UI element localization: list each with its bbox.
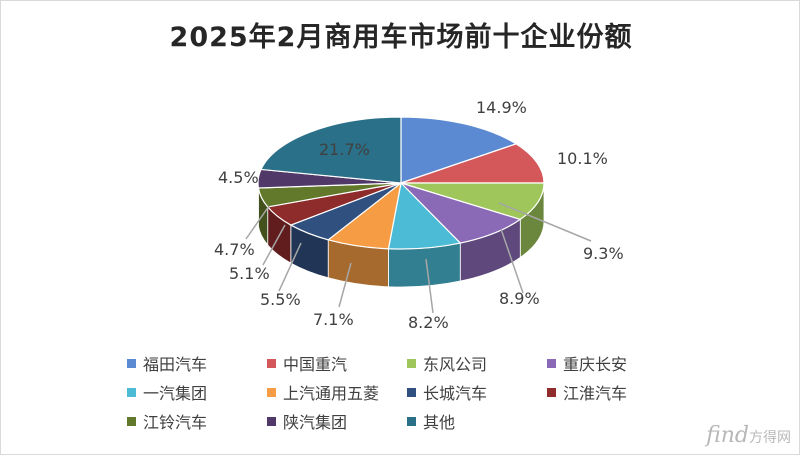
- legend-label: 其他: [423, 409, 455, 433]
- legend-item: 江淮汽车: [547, 382, 687, 402]
- legend-label: 福田汽车: [143, 351, 207, 375]
- data-label: 21.7%: [319, 140, 370, 159]
- legend-label: 江淮汽车: [563, 380, 627, 404]
- legend-label: 江铃汽车: [143, 409, 207, 433]
- data-label: 4.5%: [218, 168, 259, 187]
- data-label: 10.1%: [557, 149, 608, 168]
- legend-swatch: [547, 388, 556, 397]
- legend-item: 上汽通用五菱: [267, 382, 407, 402]
- data-label: 14.9%: [476, 98, 527, 117]
- data-label: 9.3%: [583, 244, 624, 263]
- legend-label: 一汽集团: [143, 380, 207, 404]
- legend-label: 长城汽车: [423, 380, 487, 404]
- legend-swatch: [407, 388, 416, 397]
- pie-slice-side: [388, 243, 460, 287]
- legend-swatch: [267, 388, 276, 397]
- legend-label: 东风公司: [423, 351, 487, 375]
- legend-swatch: [267, 359, 276, 368]
- data-label: 5.5%: [260, 290, 301, 309]
- legend-swatch: [547, 359, 556, 368]
- legend-item: 长城汽车: [407, 382, 547, 402]
- legend-item: 重庆长安: [547, 353, 687, 373]
- legend-label: 陕汽集团: [283, 409, 347, 433]
- legend-item: 江铃汽车: [127, 411, 267, 431]
- data-label: 5.1%: [229, 264, 270, 283]
- legend-swatch: [127, 359, 136, 368]
- data-label: 7.1%: [313, 310, 354, 329]
- legend-item: 陕汽集团: [267, 411, 407, 431]
- watermark: find方得网: [706, 423, 791, 448]
- legend-item: 东风公司: [407, 353, 547, 373]
- legend-swatch: [407, 417, 416, 426]
- legend-item: 福田汽车: [127, 353, 267, 373]
- watermark-suffix: 方得网: [749, 430, 791, 446]
- data-label: 4.7%: [214, 240, 255, 259]
- legend-label: 上汽通用五菱: [283, 380, 379, 404]
- watermark-brand: find: [706, 423, 749, 448]
- data-label: 8.9%: [499, 289, 540, 308]
- data-label: 8.2%: [408, 313, 449, 332]
- legend-label: 重庆长安: [563, 351, 627, 375]
- legend-swatch: [407, 359, 416, 368]
- legend-swatch: [267, 417, 276, 426]
- legend-label: 中国重汽: [283, 351, 347, 375]
- legend-item: 中国重汽: [267, 353, 407, 373]
- legend-swatch: [127, 417, 136, 426]
- legend-item: 一汽集团: [127, 382, 267, 402]
- legend-item: 其他: [407, 411, 547, 431]
- legend: 福田汽车 中国重汽 东风公司 重庆长安一汽集团 上汽通用五菱 长城汽车 江淮汽车江铃汽车 陕汽…: [127, 353, 687, 431]
- legend-swatch: [127, 388, 136, 397]
